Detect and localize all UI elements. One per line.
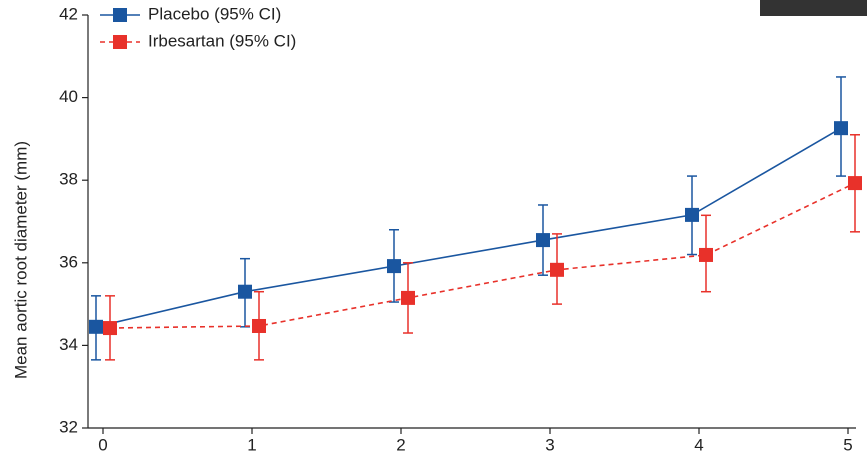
y-tick-label: 38: [59, 170, 78, 189]
point: [699, 247, 713, 262]
legend-marker: [113, 35, 127, 49]
series-line: [95, 127, 842, 328]
legend-label: Irbesartan (95% CI): [148, 31, 296, 50]
image-fragment: [760, 0, 867, 16]
point: [387, 259, 401, 274]
x-tick-label: 3: [545, 435, 554, 454]
y-tick-label: 32: [59, 417, 78, 436]
legend-label: Placebo (95% CI): [148, 4, 281, 23]
x-tick-label: 1: [247, 435, 256, 454]
point: [89, 319, 103, 334]
y-tick-label: 36: [59, 252, 78, 271]
point: [103, 321, 117, 336]
point: [848, 176, 862, 191]
point: [550, 262, 564, 277]
series-line: [109, 182, 856, 329]
x-tick-label: 5: [843, 435, 852, 454]
y-tick-label: 40: [59, 87, 78, 106]
point: [238, 284, 252, 299]
x-tick-label: 4: [694, 435, 703, 454]
point: [401, 290, 415, 305]
y-axis-label: Mean aortic root diameter (mm): [11, 141, 30, 379]
point: [685, 207, 699, 222]
x-tick-label: 0: [98, 435, 107, 454]
x-tick-label: 2: [396, 435, 405, 454]
y-tick-label: 34: [59, 335, 78, 354]
y-tick-label: 42: [59, 4, 78, 23]
point: [834, 121, 848, 136]
point: [536, 233, 550, 248]
point: [252, 318, 266, 333]
legend-marker: [113, 8, 127, 22]
